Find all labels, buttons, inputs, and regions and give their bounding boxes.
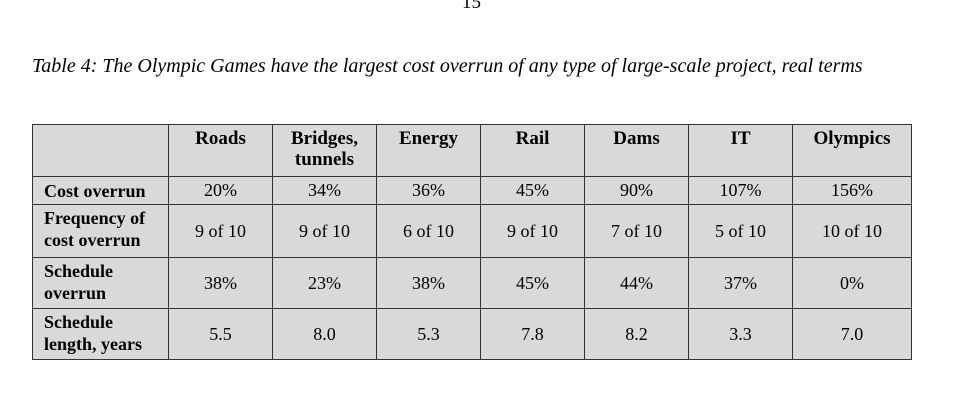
table-cell: 45%	[480, 176, 585, 205]
table-cell: 5 of 10	[688, 204, 793, 258]
table-cell: 9 of 10	[168, 204, 273, 258]
table-cell: 36%	[376, 176, 481, 205]
table-cell: 9 of 10	[272, 204, 377, 258]
column-header-roads: Roads	[168, 124, 273, 177]
table-row-schedule-length: Schedule length, years 5.5 8.0 5.3 7.8 8…	[32, 308, 912, 360]
table-cell: 10 of 10	[792, 204, 912, 258]
column-header-dams: Dams	[584, 124, 689, 177]
table-cell: 38%	[376, 257, 481, 309]
row-label: Schedule overrun	[32, 257, 169, 309]
column-header-energy: Energy	[376, 124, 481, 177]
table-row-schedule-overrun: Schedule overrun 38% 23% 38% 45% 44% 37%…	[32, 257, 912, 309]
table-cell: 37%	[688, 257, 793, 309]
page-number: 15	[462, 0, 481, 13]
table-cell: 156%	[792, 176, 912, 205]
table-cell: 44%	[584, 257, 689, 309]
table-cell: 7.0	[792, 308, 912, 360]
table-cell: 107%	[688, 176, 793, 205]
table-cell: 23%	[272, 257, 377, 309]
table-cell: 8.2	[584, 308, 689, 360]
table-cell: 45%	[480, 257, 585, 309]
table-cell: 0%	[792, 257, 912, 309]
row-label: Schedule length, years	[32, 308, 169, 360]
table-cell: 3.3	[688, 308, 793, 360]
table-row-frequency: Frequency of cost overrun 9 of 10 9 of 1…	[32, 204, 912, 258]
table-cell: 34%	[272, 176, 377, 205]
header-row: Roads Bridges, tunnels Energy Rail Dams …	[32, 124, 912, 177]
column-header-it: IT	[688, 124, 793, 177]
table-cell: 7.8	[480, 308, 585, 360]
cost-overrun-table: Roads Bridges, tunnels Energy Rail Dams …	[32, 124, 912, 360]
table-cell: 38%	[168, 257, 273, 309]
table-cell: 5.3	[376, 308, 481, 360]
column-header-olympics: Olympics	[792, 124, 912, 177]
table-caption: Table 4: The Olympic Games have the larg…	[32, 55, 863, 77]
row-label: Frequency of cost overrun	[32, 204, 169, 258]
column-header	[32, 124, 169, 177]
row-label: Cost overrun	[32, 176, 169, 205]
column-header-bridges-tunnels: Bridges, tunnels	[272, 124, 377, 177]
table-cell: 90%	[584, 176, 689, 205]
table-row-cost-overrun: Cost overrun 20% 34% 36% 45% 90% 107% 15…	[32, 176, 912, 205]
table-cell: 6 of 10	[376, 204, 481, 258]
table-cell: 7 of 10	[584, 204, 689, 258]
table-cell: 5.5	[168, 308, 273, 360]
column-header-rail: Rail	[480, 124, 585, 177]
table-cell: 8.0	[272, 308, 377, 360]
table-cell: 9 of 10	[480, 204, 585, 258]
table-cell: 20%	[168, 176, 273, 205]
